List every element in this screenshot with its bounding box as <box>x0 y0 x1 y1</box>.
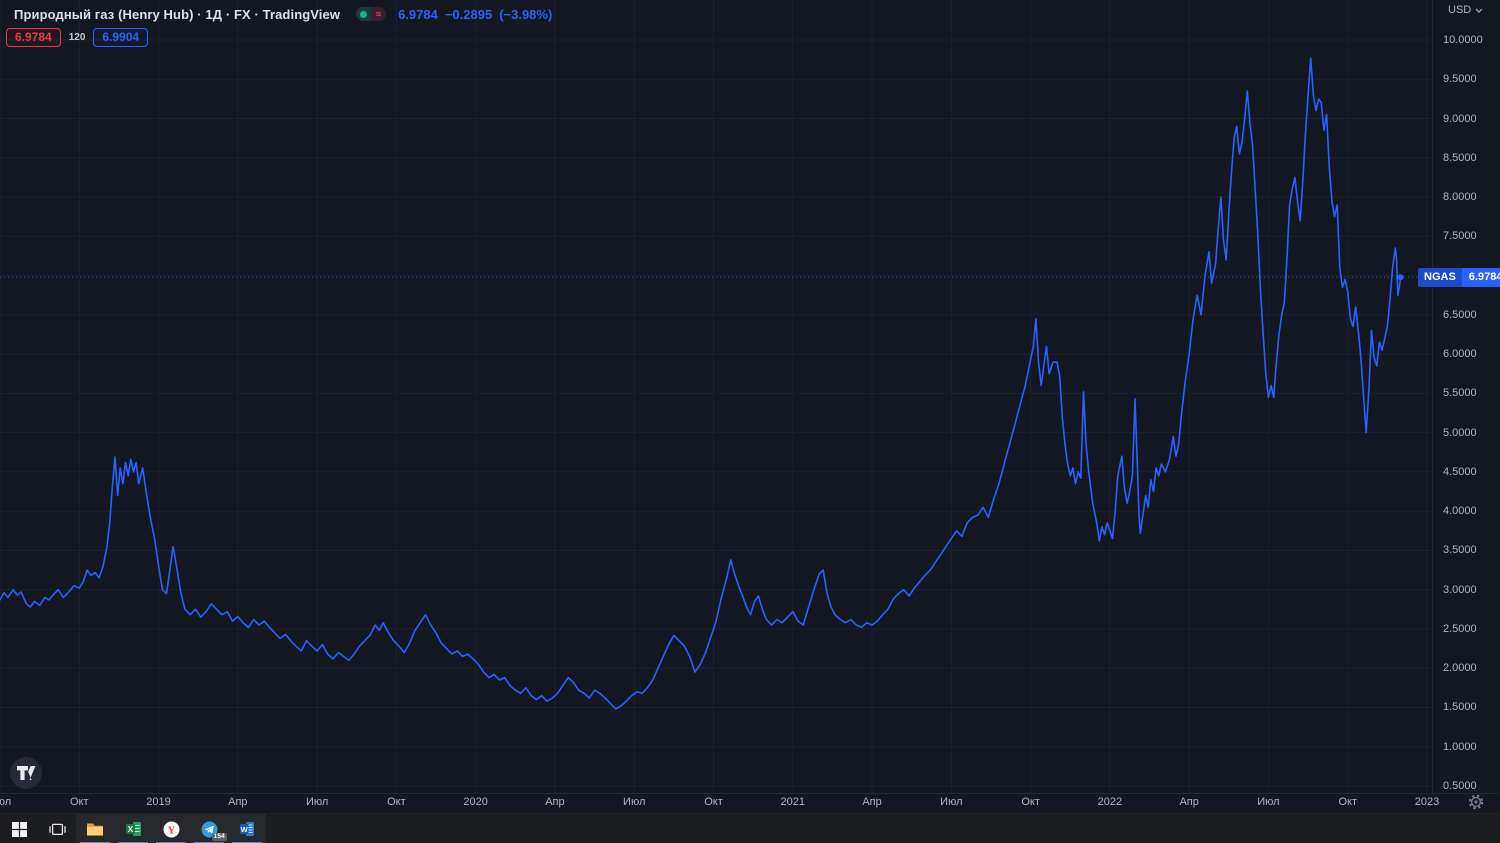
time-axis-label: Июл <box>940 796 963 808</box>
time-axis-label: Апр <box>228 796 248 808</box>
price-change-percent: (−3.98%) <box>499 6 553 22</box>
symbol-title[interactable]: Природный газ (Henry Hub) · 1Д · FX · Tr… <box>14 6 341 22</box>
yandex-browser-icon: Y <box>163 821 179 837</box>
taskbar-yandex-browser[interactable]: Y <box>152 814 190 843</box>
price-axis-label: 1.5000 <box>1443 701 1477 714</box>
svg-text:Y: Y <box>167 824 175 836</box>
time-axis-label: Июл <box>1257 796 1280 808</box>
time-axis-label: Апр <box>545 796 565 808</box>
price-axis-label: 3.5000 <box>1443 544 1477 557</box>
time-axis-label: Июл <box>305 796 329 808</box>
price-axis-label: 0.5000 <box>1443 780 1477 792</box>
price-axis-border <box>1432 0 1433 793</box>
last-price-dot <box>1397 274 1404 281</box>
price-axis-label: 5.0000 <box>1443 426 1477 439</box>
price-change: −0.2895 <box>444 6 493 22</box>
price-axis-label: 7.5000 <box>1443 230 1477 243</box>
price-axis-label: 3.0000 <box>1443 583 1477 596</box>
time-axis-label: 2019 <box>146 796 171 808</box>
price-axis-label: 5.5000 <box>1443 387 1477 400</box>
start-button[interactable] <box>0 814 38 843</box>
time-axis-label: Окт <box>1021 796 1040 808</box>
price-chart[interactable] <box>0 0 1500 813</box>
last-price: 6.9784 <box>398 6 438 22</box>
svg-text:W: W <box>241 825 249 834</box>
sell-price-button[interactable]: 6.9784 <box>6 28 61 47</box>
time-axis-border <box>0 793 1500 794</box>
price-axis-label: 9.5000 <box>1443 73 1477 86</box>
task-view-button[interactable] <box>38 814 76 843</box>
time-axis-label: 2020 <box>463 796 488 808</box>
word-icon: W <box>240 822 254 836</box>
time-axis-label: Июл <box>0 796 12 808</box>
price-axis-label: 6.0000 <box>1443 348 1477 361</box>
time-axis-label: Апр <box>1179 796 1199 808</box>
market-status-toggle[interactable]: ≈ <box>356 7 387 21</box>
price-axis-label: 2.5000 <box>1443 622 1477 635</box>
symbol-tag: NGAS <box>1418 267 1462 287</box>
time-axis-label: Июл <box>623 796 646 808</box>
taskbar-excel[interactable]: X <box>114 814 152 843</box>
currency-selector[interactable]: USD <box>1448 4 1483 16</box>
time-axis-label: Окт <box>704 796 723 808</box>
taskbar-file-explorer[interactable] <box>76 814 114 843</box>
price-axis-label: 8.5000 <box>1443 151 1477 164</box>
price-axis-label: 2.0000 <box>1443 662 1477 675</box>
chart-pane[interactable]: 10.00009.50009.00008.50008.00007.50007.0… <box>0 0 1500 813</box>
price-line-series[interactable] <box>0 57 1402 710</box>
svg-text:X: X <box>127 824 133 834</box>
market-approx-icon: ≈ <box>371 7 387 21</box>
telegram-unread-badge: 154 <box>211 833 227 841</box>
windows-logo-icon <box>11 821 27 837</box>
time-axis-label: Окт <box>1338 796 1357 808</box>
chevron-down-icon <box>1475 8 1483 13</box>
gear-icon[interactable] <box>1468 794 1484 810</box>
price-axis-label: 8.0000 <box>1443 191 1477 204</box>
currency-label: USD <box>1448 4 1472 16</box>
taskbar-telegram[interactable]: 154 <box>190 814 228 843</box>
market-open-icon <box>356 7 372 21</box>
file-explorer-icon <box>87 823 103 835</box>
price-axis-label: 10.0000 <box>1443 34 1483 46</box>
tradingview-logo[interactable] <box>8 755 44 791</box>
excel-icon: X <box>125 822 141 836</box>
last-price-axis-label[interactable]: NGAS 6.9784 <box>1418 267 1500 287</box>
last-price-value: 6.9784 <box>1461 267 1500 287</box>
price-axis-label: 9.0000 <box>1443 112 1477 125</box>
taskbar-word[interactable]: W <box>228 814 266 843</box>
task-view-icon <box>48 823 66 835</box>
price-axis-label: 4.5000 <box>1443 465 1477 478</box>
price-axis-label: 6.5000 <box>1443 308 1477 321</box>
time-axis-label: 2021 <box>780 796 805 808</box>
time-axis-label: 2022 <box>1097 796 1123 808</box>
time-axis-label: Апр <box>862 796 882 808</box>
grid <box>0 0 1432 793</box>
time-axis-label: Окт <box>387 796 406 808</box>
price-axis-label: 4.0000 <box>1443 505 1477 518</box>
price-axis-label: 1.0000 <box>1443 740 1477 753</box>
windows-taskbar: X Y 154 W <box>0 813 1500 843</box>
time-axis-label: Окт <box>70 796 89 808</box>
spread-value: 120 <box>68 32 86 43</box>
legend: Природный газ (Henry Hub) · 1Д · FX · Tr… <box>6 5 553 47</box>
buy-price-button[interactable]: 6.9904 <box>93 28 149 47</box>
time-axis-label: 2023 <box>1414 796 1440 808</box>
